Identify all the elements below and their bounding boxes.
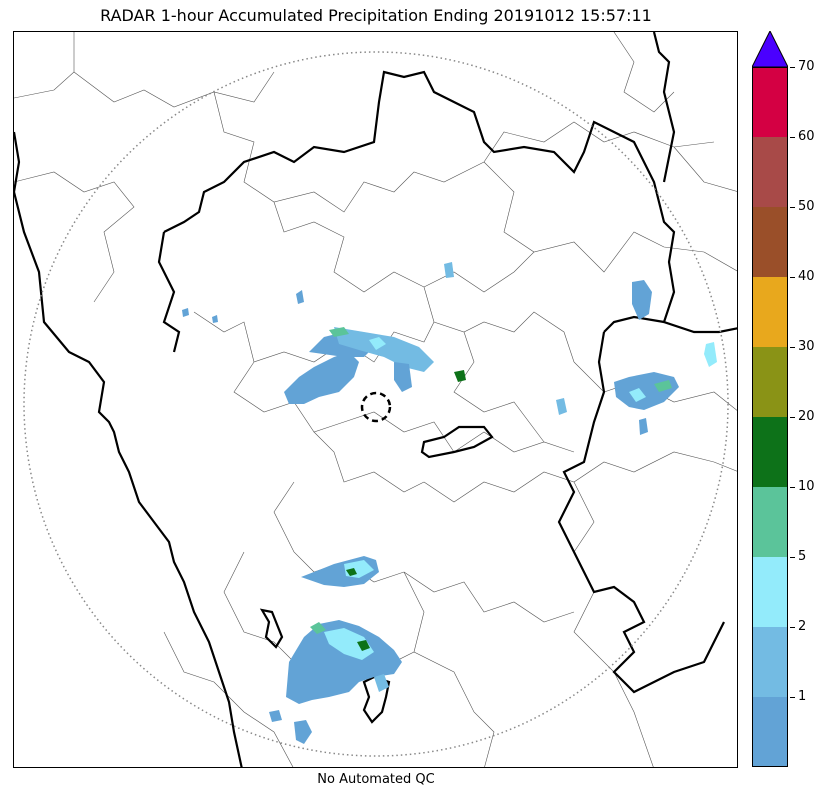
colorbar-tick [790,277,795,278]
qc-note: No Automated QC [317,772,435,787]
colorbar-extend-arrow [752,31,788,67]
colorbar-tick [790,487,795,488]
colorbar-tick [790,207,795,208]
colorbar-tick [790,417,795,418]
colorbar-tick-label: 40 [798,269,815,284]
colorbar-tick [790,67,795,68]
colorbar-tick [790,347,795,348]
colorbar-segment [752,627,788,697]
colorbar-tick [790,137,795,138]
colorbar-segment [752,207,788,277]
state-boundaries [14,32,737,767]
precipitation-echoes [182,262,717,744]
colorbar-tick-label: 20 [798,409,815,424]
colorbar-segment [752,277,788,347]
colorbar [752,67,788,767]
colorbar-tick-label: 30 [798,339,815,354]
colorbar-tick-label: 1 [798,689,807,704]
colorbar-tick-label: 2 [798,619,807,634]
colorbar-tick-label: 5 [798,549,807,564]
colorbar-segment [752,487,788,557]
colorbar-segment [752,697,788,767]
colorbar-tick-label: 70 [798,59,815,74]
colorbar-segment [752,347,788,417]
colorbar-tick [790,627,795,628]
colorbar-segment [752,67,788,137]
radar-range-ring [23,51,729,757]
radar-site-marker [360,391,392,423]
radar-map[interactable] [13,31,738,768]
map-canvas [14,32,737,767]
colorbar-tick-label: 60 [798,129,815,144]
colorbar-segment [752,137,788,207]
colorbar-segment [752,557,788,627]
colorbar-tick [790,557,795,558]
colorbar-segment [752,417,788,487]
map-title: RADAR 1-hour Accumulated Precipitation E… [100,6,652,25]
colorbar-tick-label: 50 [798,199,815,214]
colorbar-tick [790,697,795,698]
colorbar-tick-label: 10 [798,479,815,494]
